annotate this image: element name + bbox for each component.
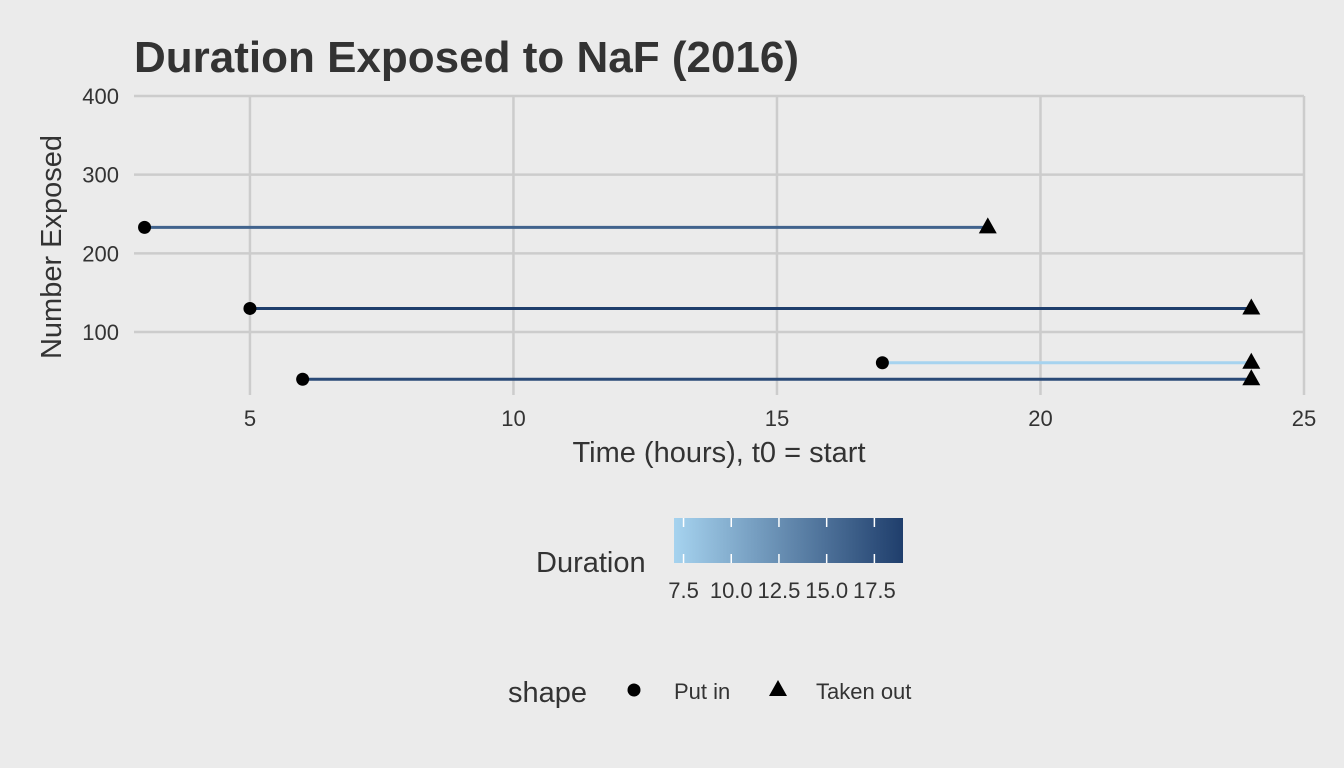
y-tick-label: 300 [82, 163, 119, 188]
colorbar-label: 15.0 [805, 578, 848, 603]
taken-out-point [1242, 369, 1261, 386]
x-tick-label: 5 [244, 406, 256, 431]
chart-title: Duration Exposed to NaF (2016) [134, 33, 799, 82]
shape-legend-label: Taken out [816, 679, 911, 704]
plot-panel: 100 200 300 400 5 10 15 20 25 [82, 84, 1316, 431]
taken-out-point [978, 217, 997, 234]
taken-out-point [1242, 298, 1261, 315]
y-tick-label: 400 [82, 84, 119, 109]
colorbar-label: 10.0 [710, 578, 753, 603]
y-tick-label: 100 [82, 320, 119, 345]
y-axis-title: Number Exposed [36, 135, 68, 359]
put-in-point [296, 372, 310, 386]
colorbar-label: 12.5 [758, 578, 801, 603]
x-tick-label: 10 [501, 406, 525, 431]
put-in-point [138, 220, 152, 234]
put-in-point [875, 356, 889, 370]
x-axis-title: Time (hours), t0 = start [572, 437, 865, 469]
colorbar-label: 17.5 [853, 578, 896, 603]
x-tick-label: 25 [1292, 406, 1316, 431]
x-tick-label: 15 [765, 406, 789, 431]
taken-out-legend-key [769, 680, 787, 696]
x-tick-label: 20 [1028, 406, 1052, 431]
put-in-legend-key [627, 683, 641, 697]
shape-legend-title: shape [508, 677, 587, 709]
y-tick-label: 200 [82, 241, 119, 266]
shape-legend-label: Put in [674, 679, 730, 704]
put-in-point [243, 301, 257, 315]
duration-legend: Duration 7.5 10.0 12.5 15.0 17.5 [536, 518, 903, 603]
duration-colorbar [674, 518, 903, 563]
shape-legend: shape Put in Taken out [508, 677, 911, 709]
duration-legend-title: Duration [536, 547, 646, 579]
colorbar-label: 7.5 [668, 578, 699, 603]
taken-out-point [1242, 352, 1261, 369]
